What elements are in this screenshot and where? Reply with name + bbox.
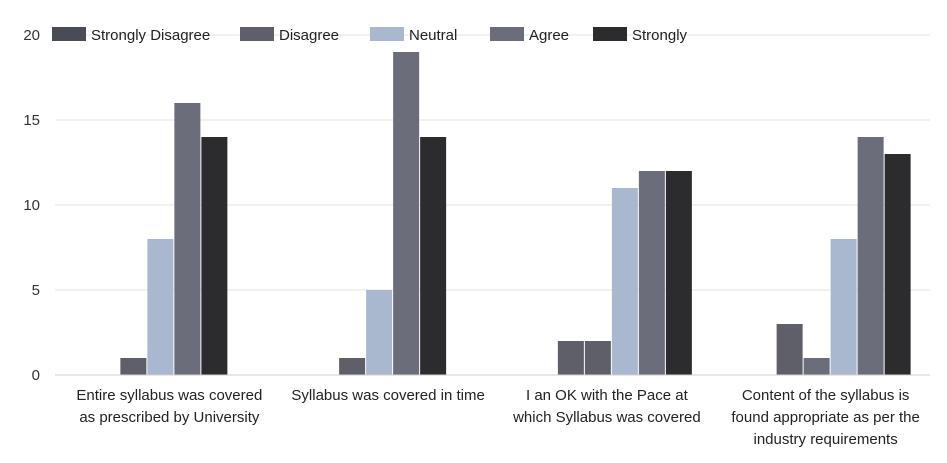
legend-label: Strongly — [632, 27, 688, 44]
y-tick-label: 15 — [23, 112, 40, 129]
bars — [120, 52, 911, 375]
bar-neutral — [147, 239, 174, 375]
bar-disagree — [557, 341, 584, 375]
legend-swatch — [370, 27, 404, 41]
y-tick-label: 20 — [23, 27, 40, 44]
category-label: I an OK with the Pace at — [526, 387, 689, 404]
legend-label: Neutral — [409, 27, 457, 44]
bar-disagree — [776, 324, 803, 375]
category-label: as prescribed by University — [79, 409, 260, 426]
bar-neutral — [830, 239, 857, 375]
bar-strongly — [884, 154, 911, 375]
legend-swatch — [240, 27, 274, 41]
y-tick-label: 5 — [32, 282, 40, 299]
legend-swatch — [490, 27, 524, 41]
category-label: Content of the syllabus is — [742, 387, 910, 404]
bar-agree — [393, 52, 420, 375]
bar-agree — [638, 171, 665, 375]
y-axis: 0 5 10 15 20 — [23, 27, 40, 384]
bar-neutral — [366, 290, 393, 375]
bar-agree — [857, 137, 884, 375]
category-label: industry requirements — [754, 431, 898, 448]
bar-agree — [174, 103, 201, 375]
bar-strongly — [665, 171, 692, 375]
y-tick-label: 10 — [23, 197, 40, 214]
bar-disagree — [120, 358, 147, 375]
legend: Strongly Disagree Disagree Neutral Agree Str… — [52, 27, 688, 44]
category-label: found appropriate as per the — [731, 409, 919, 426]
bar-strongly — [420, 137, 447, 375]
category-label: Entire syllabus was covered — [76, 387, 262, 404]
legend-swatch — [52, 27, 86, 41]
legend-label: Disagree — [279, 27, 339, 44]
y-tick-label: 0 — [32, 367, 40, 384]
x-axis: Entire syllabus was covered as prescribed… — [55, 374, 930, 448]
bar-neutral — [611, 188, 638, 375]
legend-label: Agree — [529, 27, 569, 44]
bar-extra — [803, 358, 830, 375]
category-label: which Syllabus was covered — [512, 409, 701, 426]
bar-strongly — [201, 137, 228, 375]
bar-disagree — [339, 358, 366, 375]
bar-extra — [584, 341, 611, 375]
legend-swatch — [593, 27, 627, 41]
category-label: Syllabus was covered in time — [291, 387, 484, 404]
legend-label: Strongly Disagree — [91, 27, 210, 44]
